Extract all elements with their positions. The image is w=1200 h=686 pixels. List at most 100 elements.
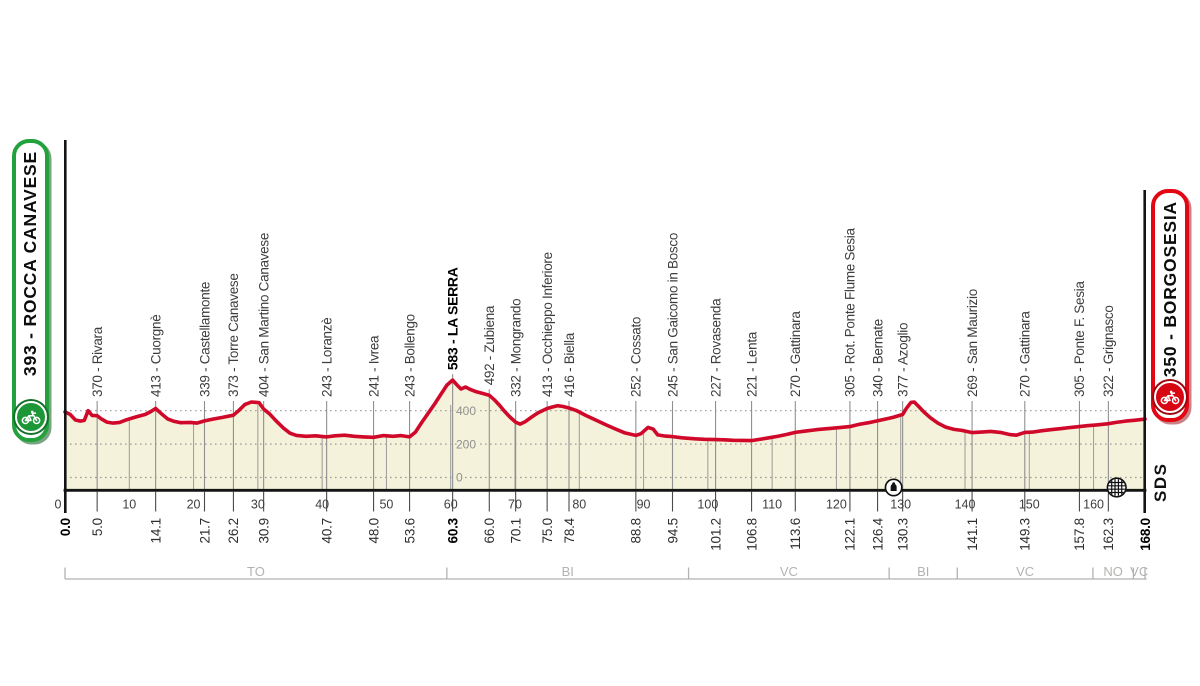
elevation-grid-label: 400 <box>456 404 476 418</box>
distance-label: 122.1 <box>843 518 858 551</box>
finish-circle <box>1154 381 1186 413</box>
start-card: 393 - ROCCA CANAVESE <box>12 139 49 442</box>
waypoint-label: 243 - Bollengo <box>402 314 417 397</box>
distance-label: 70.1 <box>508 518 523 543</box>
waypoint-label: 416 - Biella <box>562 332 577 397</box>
distance-label: 14.1 <box>148 518 163 543</box>
km-scale-label: 130 <box>890 498 911 512</box>
waypoint-label: 243 - Loranzè <box>319 318 334 397</box>
waypoint-label: 373 - Torre Canavese <box>226 273 241 397</box>
waypoint-label: 413 - Cuorgnè <box>148 315 163 397</box>
province-label: BI <box>917 564 929 579</box>
waypoint-label: 270 - Gattinara <box>1018 311 1033 397</box>
km-scale-label: 120 <box>826 498 847 512</box>
sds-logo: SDS <box>1151 462 1170 502</box>
distance-label: 53.6 <box>402 518 417 543</box>
distance-label: 94.5 <box>665 518 680 543</box>
province-label: VC <box>1130 564 1148 579</box>
km-scale-label: 150 <box>1019 498 1040 512</box>
distance-label: 75.0 <box>540 518 555 543</box>
distance-label: 78.4 <box>562 517 577 543</box>
km-scale-label: 80 <box>572 498 586 512</box>
elevation-gridlines: 0 200 400 <box>65 402 1145 486</box>
distance-label: 30.9 <box>256 518 271 543</box>
distance-label: 149.3 <box>1018 518 1033 551</box>
km-scale-labels: 0 10 20 30 40 50 60 70 80 90 100 110 120 130 140 150 160 <box>55 498 1105 512</box>
elevation-grid-label: 0 <box>456 471 463 485</box>
cyclist-icon <box>21 410 40 424</box>
province-label: TO <box>247 564 265 579</box>
distance-label: 126.4 <box>870 517 885 550</box>
elevation-profile-line <box>63 378 1147 443</box>
province-band: TO BI VC BI VC NO VC <box>64 564 1148 580</box>
distance-label: 130.3 <box>895 518 910 551</box>
waypoint-label: 270 - Gattinara <box>788 311 803 397</box>
distance-label: 21.7 <box>197 518 212 543</box>
distance-label: 40.7 <box>319 518 334 543</box>
distance-label: 66.0 <box>482 518 497 543</box>
waypoint-label: 377 - Azoglio <box>895 323 910 397</box>
waypoint-label: 332 - Mongrando <box>508 299 523 397</box>
waypoint-label: 492 - Zubiena <box>482 305 497 385</box>
km-scale-label: 0 <box>55 498 62 512</box>
distance-label: 0.0 <box>58 518 73 536</box>
km-scale-label: 70 <box>508 498 522 512</box>
distance-label: 141.1 <box>965 518 980 551</box>
chart-frame <box>63 140 1147 513</box>
elevation-grid-label: 200 <box>456 437 476 451</box>
km-scale-label: 60 <box>444 498 458 512</box>
waypoint-label: 370 - Rivara <box>90 326 105 397</box>
distance-labels: 0.0 5.0 14.1 21.7 26.2 30.9 40.7 48.0 53.6 60.3 66… <box>58 517 1153 550</box>
province-label: NO <box>1103 564 1123 579</box>
distance-label: 162.3 <box>1101 518 1116 551</box>
distance-label: 101.2 <box>708 518 723 551</box>
km-scale-label: 100 <box>697 498 718 512</box>
waypoint-label: 583 - LA SERRA <box>444 267 460 370</box>
km-scale-label: 110 <box>762 498 782 512</box>
km-scale-label: 40 <box>315 498 329 512</box>
waypoint-label: 245 - San Gaicomo in Bosco <box>665 233 680 397</box>
distance-label: 157.8 <box>1072 518 1087 551</box>
km-scale-label: 10 <box>122 498 136 512</box>
waypoint-ticks <box>96 491 1109 512</box>
km-scale-label: 30 <box>251 498 265 512</box>
waypoint-label: 252 - Cossato <box>629 317 644 397</box>
waypoint-label: 269 - San Maurizio <box>965 289 980 397</box>
grid-sphere-icon <box>1106 477 1127 498</box>
waypoint-label: 305 - Rot. Ponte Flume Sesia <box>843 228 858 397</box>
distance-label: 48.0 <box>366 518 381 543</box>
distance-label: 113.6 <box>788 518 803 550</box>
finish-card: 350 - BORGOSESIA <box>1151 189 1189 422</box>
waypoint-label: 340 - Bernate <box>870 319 885 397</box>
distance-label: 88.8 <box>629 518 644 543</box>
waypoint-label: 339 - Castellamonte <box>197 282 212 397</box>
province-label: BI <box>562 564 574 579</box>
waypoint-label: 305 - Ponte F. Sesia <box>1072 281 1087 397</box>
waypoint-label: 322 - Grignasco <box>1101 305 1116 397</box>
start-label: 393 - ROCCA CANAVESE <box>20 151 40 377</box>
km-scale-label: 160 <box>1083 498 1104 512</box>
waypoint-label: 404 - San Martino Canavese <box>256 233 271 397</box>
province-label: VC <box>1016 564 1034 579</box>
start-circle <box>14 401 47 433</box>
finish-label: 350 - BORGOSESIA <box>1159 201 1180 378</box>
distance-label: 5.0 <box>90 518 105 536</box>
distance-label: 60.3 <box>445 517 460 543</box>
km-scale-label: 20 <box>187 498 201 512</box>
province-label: VC <box>780 564 798 579</box>
waypoint-label: 221 - Lenta <box>744 331 759 397</box>
km-scale-label: 90 <box>637 498 651 512</box>
distance-label: 168.0 <box>1138 518 1153 551</box>
distance-label: 106.8 <box>744 518 759 551</box>
waypoint-labels: 370 - Rivara 413 - Cuorgnè 339 - Castellam… <box>90 228 1116 397</box>
waypoint-label: 241 - Ivrea <box>366 335 381 397</box>
cyclist-icon <box>1160 390 1180 404</box>
waypoint-label: 227 - Rovasenda <box>708 298 723 397</box>
km-scale-label: 140 <box>955 498 976 512</box>
km-scale-label: 50 <box>379 498 393 512</box>
waypoint-label: 413 - Occhieppo Inferiore <box>540 252 555 397</box>
distance-label: 26.2 <box>226 518 241 543</box>
feed-zone-icon <box>884 478 903 497</box>
